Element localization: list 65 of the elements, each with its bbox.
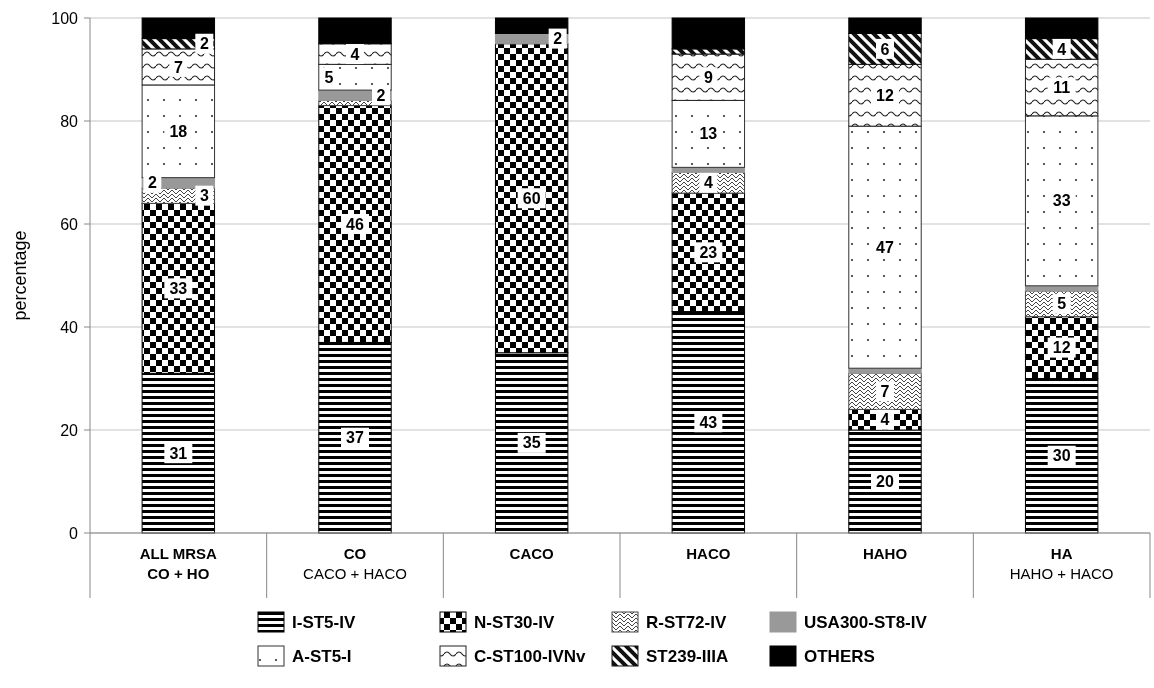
data-label: 5 [1057,295,1067,313]
x-tick-label: HA HAHO + HACO [1009,545,1114,582]
legend-label: OTHERS [804,646,875,666]
legend-label: A-ST5-I [292,646,352,666]
x-tick-label: HAHO [862,545,908,562]
y-tick-label: 0 [69,524,79,542]
data-label: 12 [876,86,894,104]
bar [671,99,746,168]
bar [494,17,569,34]
bar [848,17,922,34]
bar [1024,115,1099,287]
y-axis-title: percentage [10,230,30,321]
x-tick-label: ALL MRSA CO + HO [139,545,218,582]
data-label: 2 [147,174,157,192]
y-tick-label: 40 [60,318,79,336]
data-label: 3 [199,187,209,205]
data-label: 20 [876,473,894,491]
data-label: 23 [699,243,718,261]
data-label: 35 [522,434,541,452]
data-label: 11 [1053,79,1071,97]
legend-label: ST239-IIIA [646,646,729,666]
data-label: 6 [880,40,890,58]
legend-label: C-ST100-IVNv [474,646,587,666]
y-tick-label: 20 [60,421,79,439]
x-tick-label: CO CACO + HACO [303,545,407,582]
data-label: 60 [522,189,541,207]
data-label: 2 [553,30,563,48]
bar [1024,285,1099,292]
data-label: 43 [699,413,718,431]
data-label: 31 [169,444,188,462]
data-label: 4 [1057,40,1067,58]
bar [1024,17,1099,40]
data-label: 30 [1052,447,1071,465]
bar [848,63,922,127]
bar [671,17,746,50]
data-label: 33 [169,279,188,297]
x-tick-label: CACO [509,545,555,562]
legend-label: USA300-ST8-IV [804,612,928,632]
data-label: 9 [703,68,713,86]
x-tick-label: HACO [686,545,731,562]
legend-label: N-ST30-IV [474,612,555,632]
y-tick-label: 80 [60,112,79,130]
data-label: 37 [346,429,364,447]
data-label: 2 [376,86,386,104]
bar [848,125,922,369]
bar [318,17,392,45]
data-label: 4 [350,45,360,63]
data-label: 4 [880,411,890,429]
legend-label: R-ST72-IV [646,612,727,632]
data-label: 13 [699,125,718,143]
data-label: 7 [880,382,890,400]
legend-label: I-ST5-IV [292,612,356,632]
data-label: 7 [173,58,183,76]
data-label: 46 [346,215,364,233]
y-tick-label: 60 [60,215,79,233]
data-label: 4 [703,174,713,192]
data-label: 33 [1052,192,1071,210]
data-label: 2 [199,35,209,53]
data-label: 12 [1052,339,1071,357]
data-label: 5 [324,68,334,86]
data-label: 18 [169,122,188,140]
y-tick-label: 100 [51,9,79,27]
bar [1024,58,1099,117]
bar [671,53,746,101]
data-label: 47 [876,238,894,256]
